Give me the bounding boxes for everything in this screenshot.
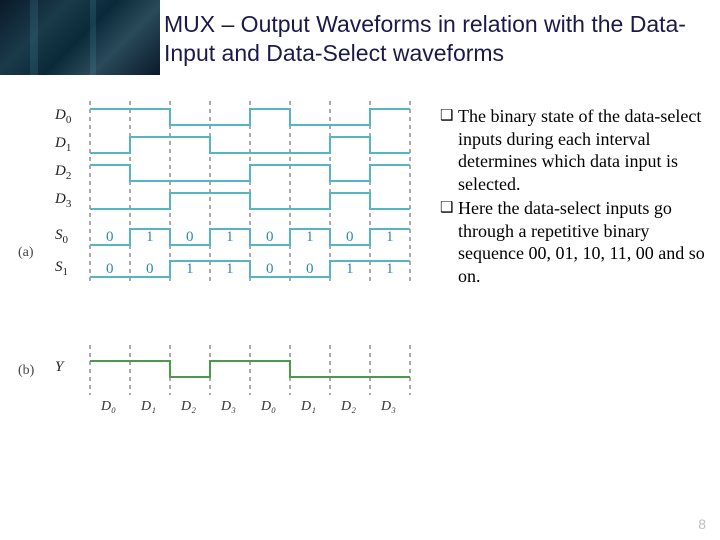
select-value: 0 [346,229,354,246]
interval-label: D₃ [381,399,396,415]
bullet-1-text: The binary state of the data-select inpu… [458,105,710,195]
select-value: 1 [226,261,234,278]
select-value: 0 [186,229,194,246]
select-value: 1 [226,229,234,246]
header-banner [0,0,160,75]
bullet-icon: ❑ [440,105,458,195]
select-value: 0 [106,229,114,246]
signal-label: S1 [55,259,68,278]
select-value: 0 [146,261,154,278]
interval-label: D₂ [341,399,356,415]
signal-label: D1 [55,135,71,154]
page-number: 8 [698,516,706,532]
interval-label: D₁ [141,399,156,415]
signal-label: S0 [55,227,68,246]
select-value: 0 [266,261,274,278]
select-value: 0 [306,261,314,278]
slide-title: MUX – Output Waveforms in relation with … [164,10,704,68]
timing-diagram: D0 D1 D2 D3 S0 0 1 0 1 0 1 0 1 S1 0 0 1 1 0 0 1 1 Y (a) (b) D₀ D₁ D… [10,95,430,475]
select-value: 1 [146,229,154,246]
select-value: 1 [306,229,314,246]
select-value: 1 [186,261,194,278]
signal-label: Y [55,359,63,376]
select-value: 1 [346,261,354,278]
signal-label: D0 [55,107,71,126]
bullet-2-text: Here the data-select inputs go through a… [458,197,710,287]
part-label-b: (b) [18,363,34,379]
body-text: ❑ The binary state of the data-select in… [440,105,710,289]
bullet-icon: ❑ [440,197,458,287]
select-value: 0 [266,229,274,246]
bullet-2: ❑ Here the data-select inputs go through… [440,197,710,287]
bullet-1: ❑ The binary state of the data-select in… [440,105,710,195]
signal-label: D3 [55,191,71,210]
select-value: 1 [386,261,394,278]
select-value: 0 [106,261,114,278]
interval-label: D₀ [261,399,276,415]
signal-label: D2 [55,163,71,182]
interval-label: D₀ [101,399,116,415]
part-label-a: (a) [18,245,34,261]
interval-label: D₂ [181,399,196,415]
select-value: 1 [386,229,394,246]
interval-label: D₁ [301,399,316,415]
interval-label: D₃ [221,399,236,415]
